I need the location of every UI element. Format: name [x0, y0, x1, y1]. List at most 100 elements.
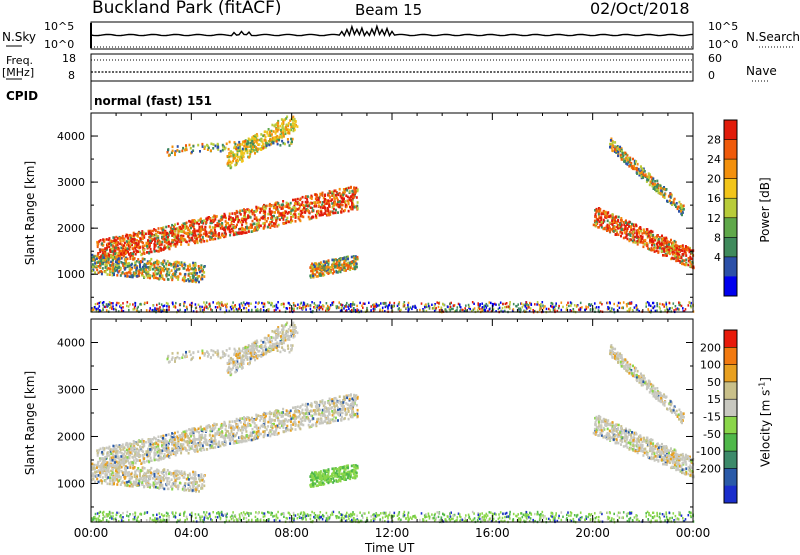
echo-cell	[116, 242, 118, 245]
echo-cell	[383, 303, 385, 305]
echo-cell	[324, 198, 326, 201]
echo-cell	[433, 307, 435, 309]
echo-cell	[285, 222, 287, 225]
echo-cell	[354, 206, 356, 209]
echo-cell	[553, 306, 555, 308]
echo-cell	[129, 303, 131, 305]
echo-cell	[635, 160, 637, 163]
echo-cell	[102, 309, 104, 311]
echo-cell	[323, 205, 325, 208]
echo-cell	[620, 154, 622, 157]
echo-cell	[290, 216, 292, 219]
echo-cell	[628, 221, 630, 224]
echo-cell	[326, 307, 328, 309]
echo-cell	[456, 519, 458, 521]
echo-cell	[202, 145, 204, 148]
echo-cell	[673, 247, 675, 250]
echo-cell	[170, 263, 172, 266]
echo-cell	[477, 309, 479, 311]
echo-cell	[297, 216, 299, 219]
echo-cell	[182, 239, 184, 242]
echo-cell	[188, 269, 190, 272]
echo-cell	[251, 309, 253, 311]
echo-cell	[337, 199, 339, 202]
echo-cell	[302, 308, 304, 310]
echo-cell	[266, 145, 268, 148]
echo-cell	[509, 301, 511, 303]
echo-cell	[465, 309, 467, 311]
echo-cell	[97, 246, 99, 249]
echo-cell	[626, 513, 628, 515]
echo-cell	[351, 190, 353, 193]
echo-cell	[682, 517, 684, 519]
echo-cell	[262, 135, 264, 138]
echo-cell	[203, 275, 205, 278]
echo-cell	[281, 207, 283, 210]
echo-cell	[594, 302, 596, 304]
echo-cell	[613, 303, 615, 305]
echo-cell	[183, 267, 185, 270]
echo-cell	[483, 306, 485, 308]
echo-cell	[207, 307, 209, 309]
echo-cell	[344, 191, 346, 194]
echo-cell	[202, 236, 204, 239]
echo-cell	[540, 303, 542, 305]
echo-cell	[366, 307, 368, 309]
echo-cell	[350, 513, 352, 515]
echo-cell	[626, 305, 628, 307]
echo-cell	[293, 308, 295, 310]
echo-cell	[688, 257, 690, 260]
echo-cell	[290, 123, 292, 126]
echo-cell	[184, 239, 186, 242]
echo-cell	[414, 306, 416, 308]
echo-cell	[638, 231, 640, 234]
echo-cell	[171, 269, 173, 272]
echo-cell	[438, 302, 440, 304]
echo-cell	[495, 304, 497, 306]
echo-cell	[98, 272, 100, 275]
echo-cell	[114, 252, 116, 255]
echo-cell	[621, 232, 623, 235]
echo-cell	[163, 234, 165, 237]
echo-cell	[370, 309, 372, 311]
echo-cell	[143, 268, 145, 271]
echo-cell	[268, 128, 270, 131]
echo-cell	[612, 213, 614, 216]
echo-cell	[664, 238, 666, 241]
echo-cell	[286, 217, 288, 220]
echo-cell	[192, 239, 194, 242]
echo-cell	[314, 265, 316, 268]
echo-cell	[105, 254, 107, 257]
echo-cell	[244, 216, 246, 219]
echo-cell	[350, 305, 352, 307]
echo-cell	[607, 227, 609, 230]
echo-cell	[552, 303, 554, 305]
echo-cell	[200, 266, 202, 269]
echo-cell	[656, 235, 658, 238]
echo-cell	[379, 308, 381, 310]
echo-cell	[650, 181, 652, 184]
echo-cell	[655, 246, 657, 249]
echo-cell	[500, 302, 502, 304]
echo-cell	[261, 302, 263, 304]
echo-cell	[295, 120, 297, 123]
echo-cell	[623, 237, 625, 240]
echo-cell	[302, 196, 304, 199]
echo-cell	[234, 164, 236, 167]
echo-cell	[244, 140, 246, 143]
echo-cell	[94, 306, 96, 308]
echo-cell	[200, 307, 202, 309]
echo-cell	[509, 513, 511, 515]
echo-cell	[619, 302, 621, 304]
echo-cell	[310, 308, 312, 310]
echo-cell	[127, 511, 129, 513]
echo-cell	[274, 125, 276, 128]
echo-cell	[107, 305, 109, 307]
echo-cell	[253, 211, 255, 214]
echo-cell	[114, 239, 116, 242]
echo-cell	[434, 304, 436, 306]
echo-cell	[286, 517, 288, 519]
echo-cell	[618, 302, 620, 304]
echo-cell	[248, 512, 250, 514]
echo-cell	[104, 252, 106, 255]
